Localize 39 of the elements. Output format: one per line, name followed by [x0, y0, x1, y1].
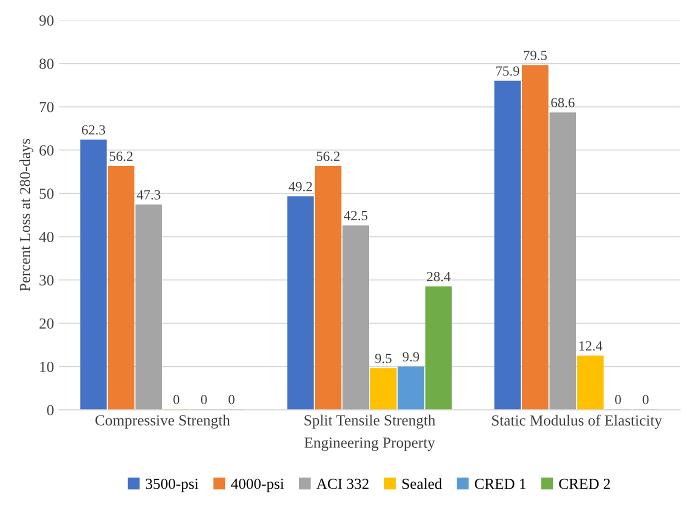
y-tick-label: 40 — [39, 232, 54, 242]
x-tick-label: Static Modulus of Elasticity — [492, 414, 662, 429]
x-tick-label: Split Tensile Strength — [304, 414, 436, 429]
data-label: 0 — [615, 394, 621, 404]
data-label: 12.4 — [579, 341, 602, 351]
data-label: 75.9 — [496, 66, 520, 76]
y-tick-label: 60 — [40, 145, 54, 156]
data-label: 56.2 — [316, 152, 340, 162]
y-tick-label: 0 — [47, 405, 54, 416]
data-label: 0 — [173, 394, 180, 404]
y-tick-label: 70 — [40, 102, 54, 112]
y-tick-label: 80 — [39, 58, 54, 69]
data-label: 0 — [228, 394, 234, 404]
data-label: 28.4 — [427, 272, 451, 282]
y-tick-label: 50 — [40, 188, 54, 199]
x-axis-title: Engineering Property — [304, 438, 436, 451]
y-tick-label: 20 — [40, 318, 54, 329]
legend-label: Sealed — [402, 478, 442, 489]
data-label: 62.3 — [82, 125, 106, 135]
x-tick-label: Compressive Strength — [95, 414, 230, 429]
data-label: 0 — [200, 394, 207, 404]
legend-label: CRED 1 — [474, 478, 526, 489]
legend-label: 4000-psi — [231, 478, 284, 492]
legend-label: 3500-psi — [146, 478, 198, 492]
data-label: 42.5 — [344, 210, 368, 220]
y-axis-title: Percent Loss at 280-days — [19, 139, 34, 292]
legend-label: CRED 2 — [559, 478, 610, 489]
y-tick-label: 30 — [40, 275, 54, 286]
data-label: 9.5 — [375, 354, 392, 364]
data-label: 9.9 — [402, 352, 420, 362]
data-label: 68.6 — [551, 98, 575, 108]
data-label: 56.2 — [110, 152, 132, 162]
legend-label: ACI 332 — [316, 478, 368, 489]
data-label: 0 — [642, 394, 649, 404]
data-label: 47.3 — [136, 190, 160, 200]
data-label: 79.5 — [524, 50, 547, 60]
y-tick-label: 90 — [39, 15, 54, 26]
y-tick-label: 10 — [40, 362, 54, 372]
data-label: 49.2 — [288, 182, 312, 192]
